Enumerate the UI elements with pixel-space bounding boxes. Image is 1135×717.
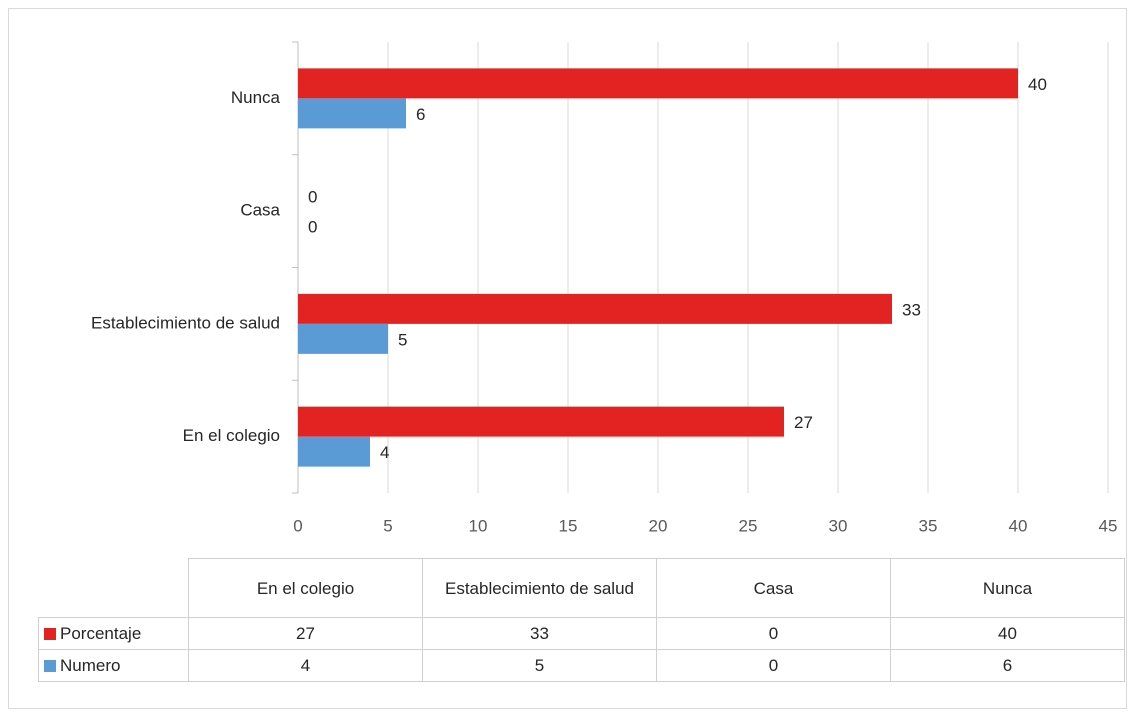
data-label: 0: [308, 218, 317, 237]
data-label: 33: [902, 300, 921, 319]
x-tick-label: 20: [649, 516, 668, 535]
table-corner: [38, 558, 189, 618]
bar: [298, 68, 1018, 99]
table-series-cell: Porcentaje: [38, 617, 189, 650]
table-category: En el colegio: [188, 558, 423, 618]
data-label: 5: [398, 330, 407, 349]
data-label: 40: [1028, 75, 1047, 94]
table-value: 5: [422, 649, 657, 682]
table-series-cell: Numero: [38, 649, 189, 682]
legend-label: Porcentaje: [60, 623, 142, 643]
legend-key: [44, 627, 56, 640]
bar: [298, 436, 370, 467]
data-label: 0: [308, 188, 317, 207]
data-table: En el colegio Establecimiento de salud C…: [38, 558, 1125, 682]
legend-key: [44, 659, 56, 672]
x-tick-label: 15: [559, 516, 578, 535]
table-row: Numero 4 5 0 6: [38, 649, 1125, 682]
y-tick-label: Casa: [240, 201, 280, 220]
table-value: 27: [188, 617, 423, 650]
data-label: 4: [380, 443, 389, 462]
bar: [298, 293, 892, 324]
data-label: 6: [416, 105, 425, 124]
bar: [298, 323, 388, 354]
table-value: 33: [422, 617, 657, 650]
table-value: 0: [656, 649, 891, 682]
x-tick-label: 30: [829, 516, 848, 535]
legend-label: Numero: [60, 655, 121, 675]
x-tick-label: 40: [1009, 516, 1028, 535]
x-tick-label: 0: [293, 516, 302, 535]
table-row: Porcentaje 27 33 0 40: [38, 617, 1125, 650]
table-value: 4: [188, 649, 423, 682]
table-category: Establecimiento de salud: [422, 558, 657, 618]
table-value: 0: [656, 617, 891, 650]
table-category: Casa: [656, 558, 891, 618]
y-tick-label: Nunca: [231, 88, 281, 107]
table-category: Nunca: [890, 558, 1125, 618]
x-tick-label: 45: [1099, 516, 1118, 535]
y-tick-label: En el colegio: [183, 426, 280, 445]
x-tick-label: 10: [469, 516, 488, 535]
table-value: 40: [890, 617, 1125, 650]
table-header: En el colegio Establecimiento de salud C…: [38, 558, 1125, 618]
bar: [298, 98, 406, 129]
x-tick-label: 35: [919, 516, 938, 535]
chart-border: [8, 8, 1127, 709]
table-value: 6: [890, 649, 1125, 682]
x-tick-label: 25: [739, 516, 758, 535]
x-tick-label: 5: [383, 516, 392, 535]
y-tick-label: Establecimiento de salud: [91, 313, 280, 332]
data-label: 27: [794, 413, 813, 432]
bar: [298, 406, 784, 437]
